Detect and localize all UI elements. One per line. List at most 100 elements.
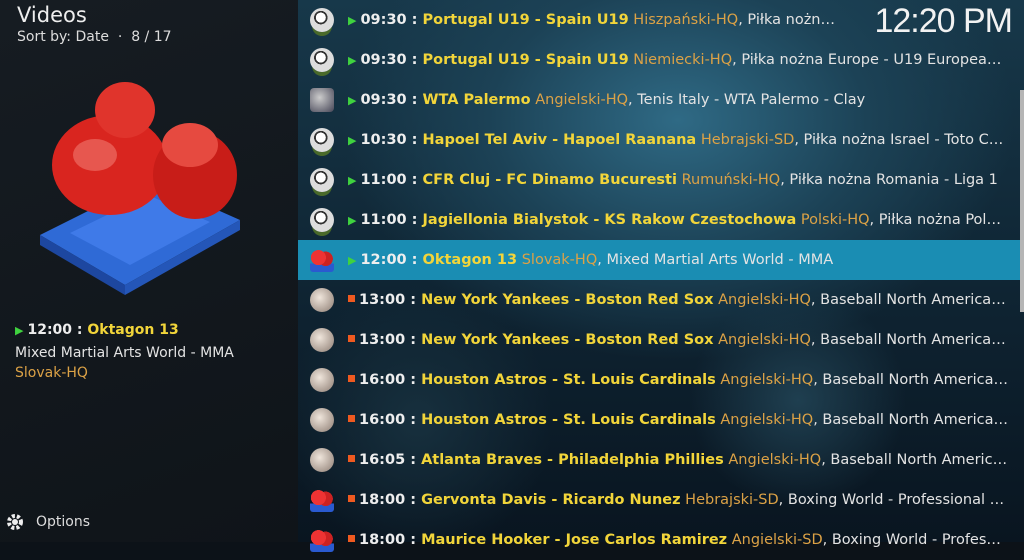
play-icon: ▶ — [348, 13, 357, 27]
separator: : — [405, 412, 422, 428]
item-time: 13:00 — [359, 292, 406, 308]
item-time: 18:00 — [359, 492, 406, 508]
item-text: ▶ 11:00 : Jagiellonia Bialystok - KS Rako… — [348, 211, 1008, 230]
item-description: , Tenis Italy - WTA Palermo - Clay — [628, 91, 866, 108]
item-description: , Baseball North America - ... — [813, 412, 1008, 428]
list-item[interactable]: ▶ 09:30 : Portugal U19 - Spain U19 Hiszpa… — [298, 0, 1020, 40]
upcoming-icon — [348, 414, 355, 422]
play-icon: ▶ — [348, 93, 357, 107]
item-description: , Baseball North America - ... — [810, 292, 1008, 308]
item-text: 13:00 : New York Yankees - Boston Red So… — [348, 291, 1008, 309]
separator: : — [405, 292, 422, 308]
item-language: Polski-HQ — [800, 211, 870, 228]
list-item[interactable]: ▶ 10:30 : Hapoel Tel Aviv - Hapoel Raanan… — [298, 120, 1020, 160]
item-language: Hebrajski-SD — [700, 131, 795, 148]
item-description: , Boxing World - Professio... — [822, 532, 1008, 548]
soccer-icon — [310, 128, 334, 152]
separator: : — [406, 51, 423, 68]
baseball-icon — [310, 408, 334, 432]
soccer-icon — [310, 48, 334, 72]
boxing-icon — [310, 528, 334, 552]
item-text: 18:00 : Gervonta Davis - Ricardo Nunez H… — [348, 491, 1008, 509]
item-time: 09:30 — [360, 11, 407, 28]
item-description: , Baseball North America - ... — [813, 372, 1008, 388]
list-item[interactable]: 18:00 : Gervonta Davis - Ricardo Nunez H… — [298, 480, 1020, 520]
item-language: Angielski-HQ — [720, 372, 814, 388]
baseball-icon — [310, 288, 334, 312]
list-item[interactable]: 18:00 : Maurice Hooker - Jose Carlos Ram… — [298, 520, 1020, 560]
item-description: , Piłka nożna Europe - U19 European C... — [732, 51, 1008, 68]
clock: 12:20 PM — [874, 2, 1013, 40]
selected-description: Mixed Martial Arts World - MMA — [15, 345, 234, 361]
item-time: 13:00 — [359, 332, 406, 348]
list-item[interactable]: ▶ 09:30 : Portugal U19 - Spain U19 Niemie… — [298, 40, 1020, 80]
item-title: Houston Astros - St. Louis Cardinals — [421, 372, 716, 388]
item-language: Niemiecki-HQ — [633, 51, 733, 68]
play-icon: ▶ — [348, 213, 357, 227]
separator: : — [406, 171, 423, 188]
separator: : — [405, 332, 422, 348]
play-icon: ▶ — [15, 324, 24, 337]
separator: : — [405, 452, 422, 468]
upcoming-icon — [348, 294, 355, 302]
list-item[interactable]: 16:00 : Houston Astros - St. Louis Cardi… — [298, 360, 1020, 400]
item-text: ▶ 12:00 : Oktagon 13 Slovak-HQ, Mixed Mar… — [348, 251, 833, 270]
item-time: 16:00 — [359, 372, 406, 388]
separator: : — [406, 91, 423, 108]
soccer-icon — [310, 168, 334, 192]
gear-icon — [7, 514, 23, 530]
item-title: Houston Astros - St. Louis Cardinals — [421, 412, 716, 428]
info-panel: Videos Sort by: Date · 8 / 17 ▶ 12:00 : O… — [0, 0, 298, 542]
separator: : — [406, 211, 423, 228]
baseball-icon — [310, 448, 334, 472]
upcoming-icon — [348, 334, 355, 342]
boxing-gloves-thumbnail — [40, 82, 240, 295]
play-icon: ▶ — [348, 133, 357, 147]
item-title: Portugal U19 - Spain U19 — [422, 51, 629, 68]
upcoming-icon — [348, 454, 355, 462]
item-title: Jagiellonia Bialystok - KS Rakow Czestoc… — [422, 211, 797, 228]
sort-info[interactable]: Sort by: Date · 8 / 17 — [17, 29, 172, 46]
upcoming-icon — [348, 374, 355, 382]
item-language: Angielski-HQ — [718, 332, 811, 348]
separator: : — [405, 372, 422, 388]
item-language: Hiszpański-HQ — [633, 11, 739, 28]
item-title: CFR Cluj - FC Dinamo Bucuresti — [422, 171, 677, 188]
item-text: ▶ 09:30 : Portugal U19 - Spain U19 Niemie… — [348, 51, 1008, 70]
item-text: 16:00 : Houston Astros - St. Louis Cardi… — [348, 411, 1008, 429]
options-label: Options — [36, 514, 91, 530]
tennis-icon — [310, 88, 334, 112]
options-button[interactable]: Options — [6, 513, 90, 531]
item-text: 18:00 : Maurice Hooker - Jose Carlos Ram… — [348, 531, 1008, 549]
list-item[interactable]: ▶ 11:00 : Jagiellonia Bialystok - KS Rako… — [298, 200, 1020, 240]
list-item[interactable]: ▶ 11:00 : CFR Cluj - FC Dinamo Bucuresti … — [298, 160, 1020, 200]
item-text: ▶ 09:30 : WTA Palermo Angielski-HQ, Tenis… — [348, 91, 865, 110]
list-item[interactable]: 13:00 : New York Yankees - Boston Red So… — [298, 320, 1020, 360]
separator: · — [117, 29, 123, 45]
list-item[interactable]: ▶ 12:00 : Oktagon 13 Slovak-HQ, Mixed Mar… — [298, 240, 1020, 280]
sort-label: Sort by: Date — [17, 29, 109, 45]
list-item[interactable]: 16:00 : Houston Astros - St. Louis Cardi… — [298, 400, 1020, 440]
upcoming-icon — [348, 494, 355, 502]
item-time: 16:05 — [359, 452, 406, 468]
soccer-icon — [310, 8, 334, 32]
item-description: , Piłka nożna Romania - Liga 1 — [780, 171, 998, 188]
item-title: Maurice Hooker - Jose Carlos Ramirez — [421, 532, 728, 548]
item-language: Angielski-HQ — [718, 292, 811, 308]
item-time: 11:00 — [360, 171, 407, 188]
item-title: Atlanta Braves - Philadelphia Phillies — [421, 452, 724, 468]
list-item[interactable]: ▶ 09:30 : WTA Palermo Angielski-HQ, Tenis… — [298, 80, 1020, 120]
soccer-icon — [310, 208, 334, 232]
separator: : — [405, 492, 422, 508]
item-title: New York Yankees - Boston Red Sox — [421, 292, 714, 308]
item-title: Hapoel Tel Aviv - Hapoel Raanana — [422, 131, 697, 148]
item-description: , Piłka nożna Israel - Toto Cup... — [794, 131, 1008, 148]
item-description: , Piłka nożna Europe - U19 European Cham… — [738, 11, 843, 28]
separator: : — [72, 322, 88, 338]
list-item[interactable]: 16:05 : Atlanta Braves - Philadelphia Ph… — [298, 440, 1020, 480]
scrollbar[interactable] — [1020, 90, 1024, 312]
list-item[interactable]: 13:00 : New York Yankees - Boston Red So… — [298, 280, 1020, 320]
item-title: Gervonta Davis - Ricardo Nunez — [421, 492, 681, 508]
play-icon: ▶ — [348, 253, 357, 267]
boxing-icon — [310, 248, 334, 272]
